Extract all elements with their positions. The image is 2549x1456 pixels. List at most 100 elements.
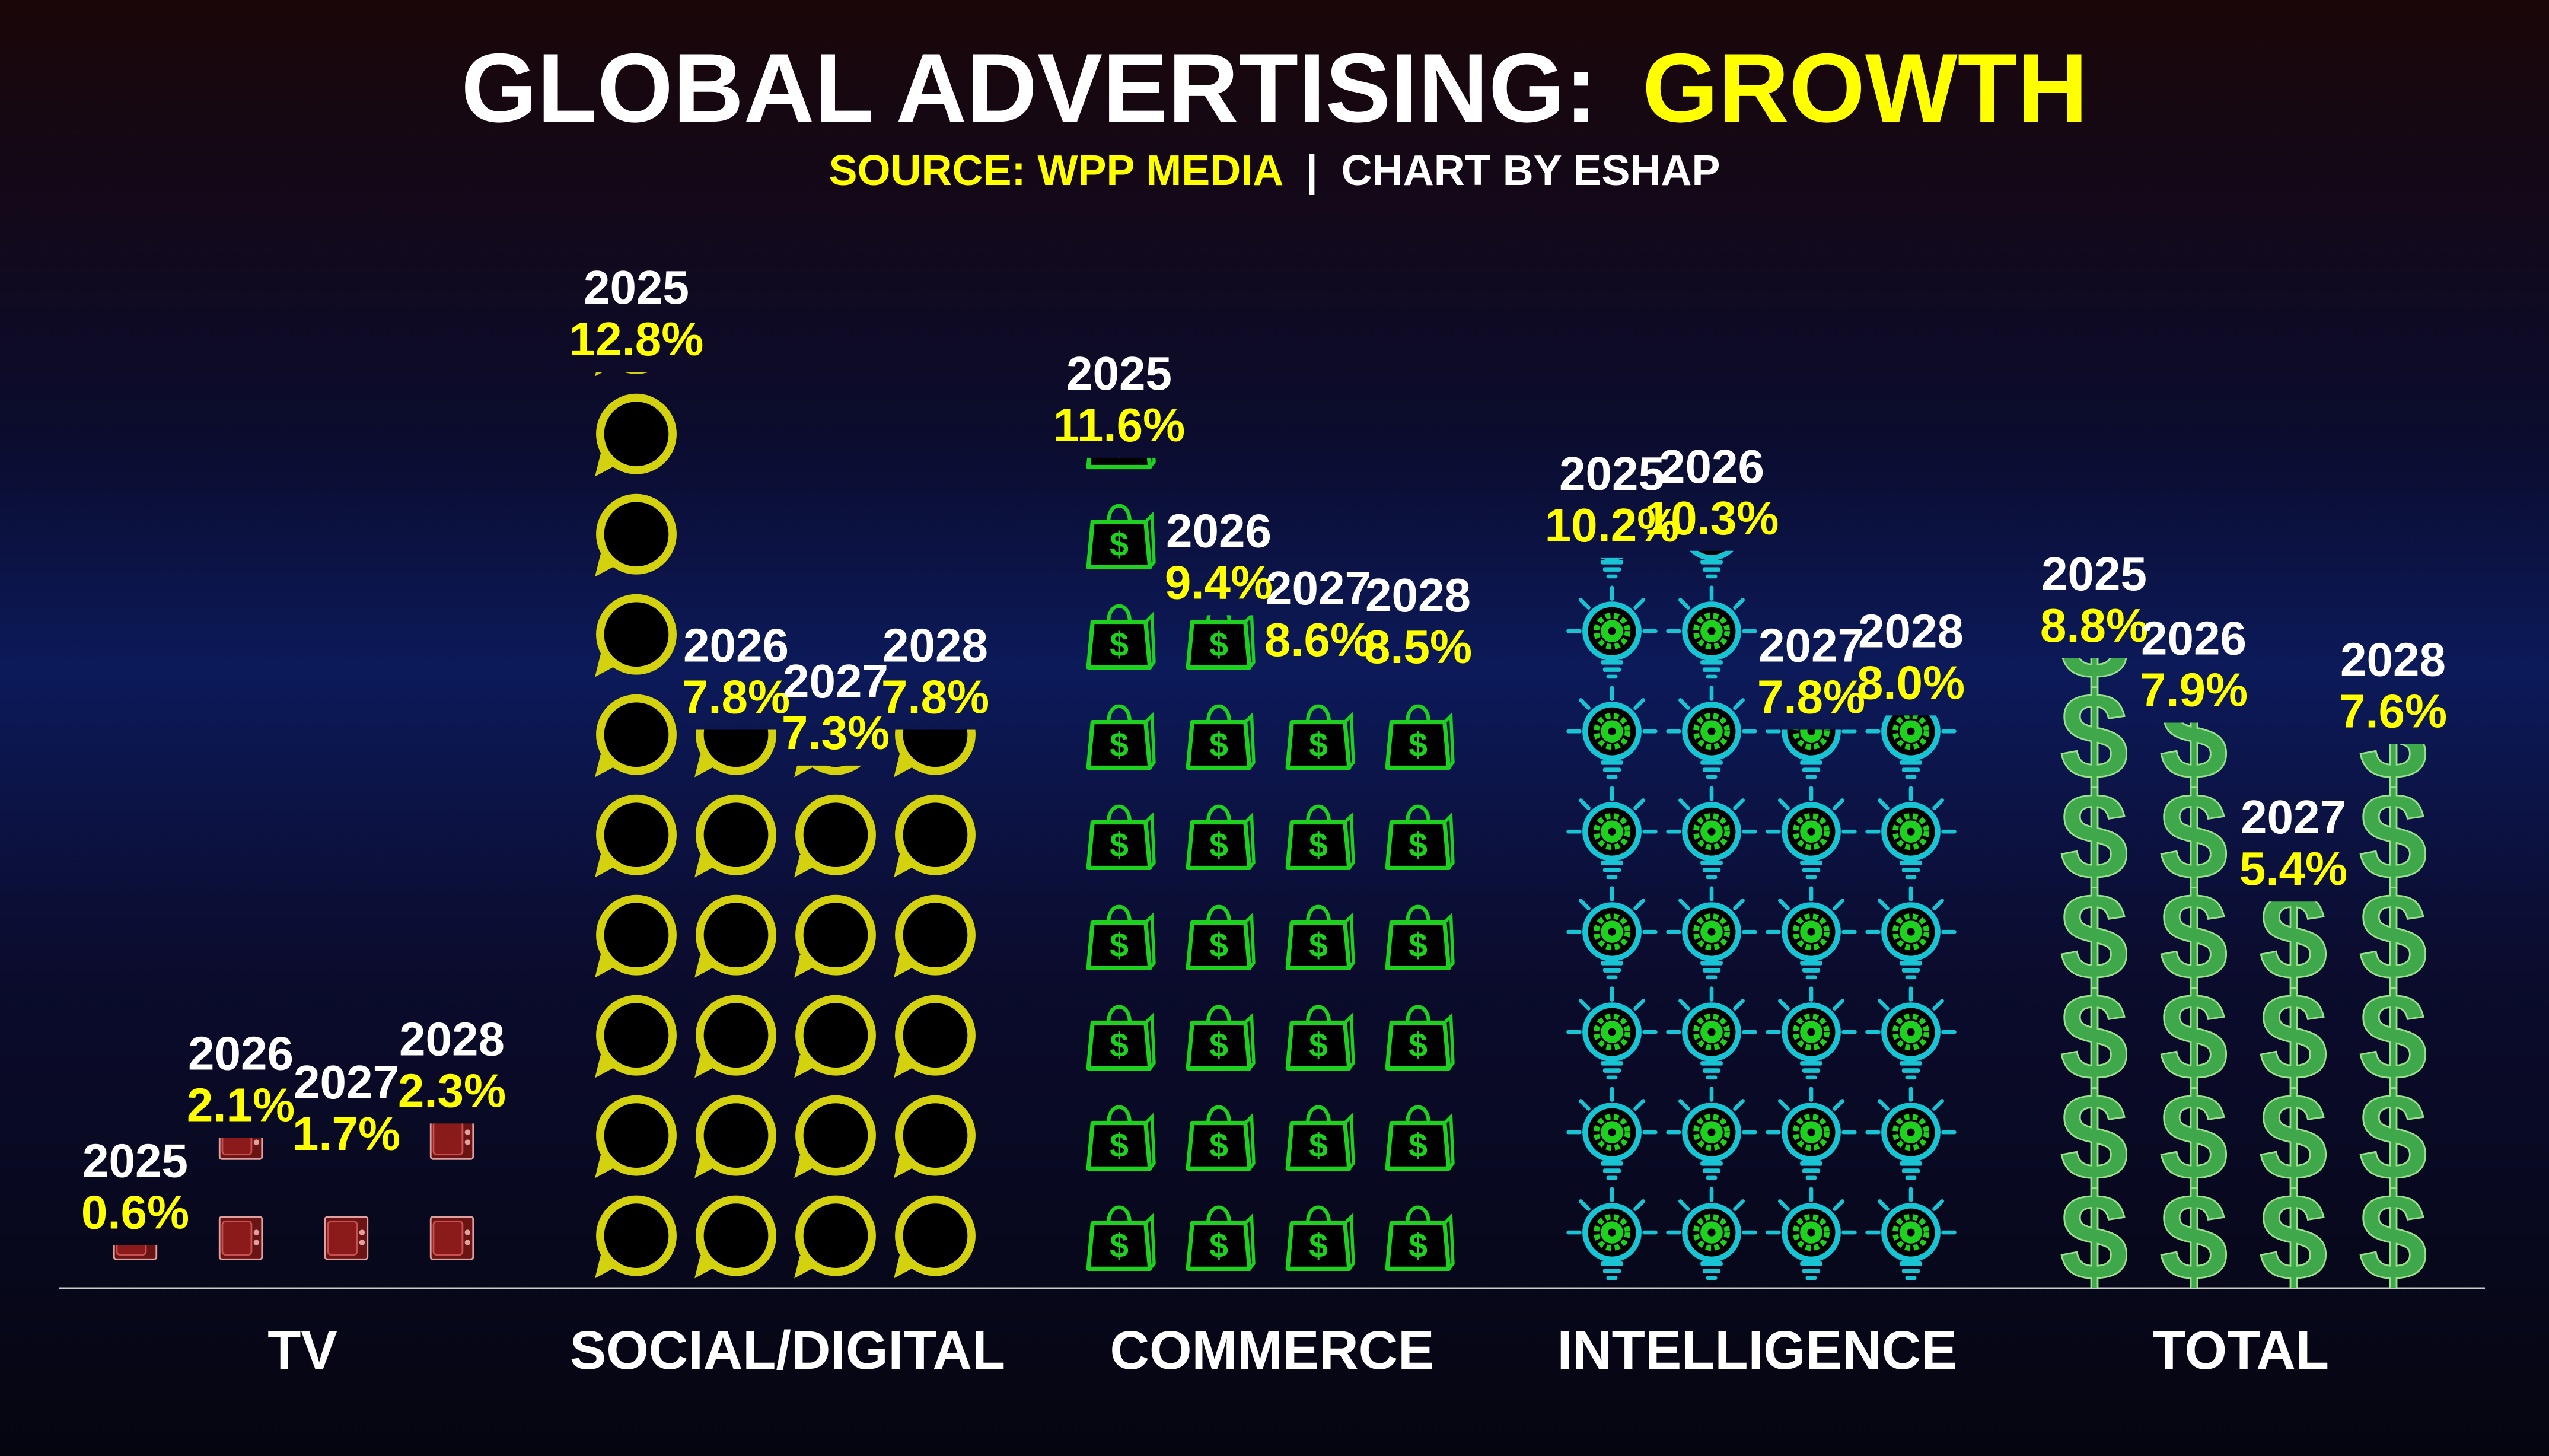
speech-bubble-icon	[794, 999, 872, 1078]
lightbulb-gear-icon	[1868, 788, 1955, 879]
year-label: 2025	[2041, 547, 2147, 600]
shopping-bag-icon	[1188, 706, 1254, 768]
shopping-bag-icon	[1188, 1208, 1254, 1269]
year-label: 2027	[2241, 791, 2346, 843]
lightbulb-gear-icon	[1768, 788, 1855, 879]
lightbulb-gear-icon	[1569, 1189, 1656, 1280]
shopping-bag-icon	[1088, 506, 1154, 568]
chart-credit: CHART BY ESHAP	[1342, 147, 1720, 195]
value-label: 8.6%	[1264, 613, 1372, 666]
value-label: 7.8%	[682, 671, 790, 724]
year-label: 2027	[1758, 619, 1864, 672]
shopping-bag-icon	[1288, 1107, 1353, 1169]
year-label: 2027	[783, 655, 888, 708]
speech-bubble-icon	[894, 999, 971, 1078]
lightbulb-gear-icon	[1868, 888, 1955, 979]
value-label: 8.0%	[1857, 656, 1965, 709]
shopping-bag-icon	[1288, 706, 1353, 768]
shopping-bag-icon	[1188, 1107, 1254, 1169]
speech-bubble-icon	[694, 1099, 772, 1178]
value-label: 2.3%	[398, 1064, 506, 1117]
speech-bubble-icon	[595, 699, 673, 778]
value-label: 7.8%	[1757, 671, 1865, 724]
value-label: 11.6%	[1053, 399, 1185, 451]
year-label: 2026	[188, 1027, 294, 1080]
lightbulb-gear-icon	[1668, 788, 1755, 879]
lightbulb-gear-icon	[1668, 1089, 1755, 1180]
shopping-bag-icon	[1288, 1208, 1353, 1269]
shopping-bag-icon	[1288, 807, 1353, 868]
svg-text:GLOBAL ADVERTISING: GROW: GLOBAL ADVERTISING: GROWTH	[461, 33, 2088, 142]
speech-bubble-icon	[694, 1199, 772, 1278]
category-label-commerce: COMMERCE	[1110, 1320, 1435, 1381]
lightbulb-gear-icon	[1569, 888, 1656, 979]
shopping-bag-icon	[1088, 807, 1154, 868]
value-label: 7.8%	[881, 671, 989, 724]
lightbulb-gear-icon	[1569, 688, 1656, 779]
year-label: 2026	[1166, 504, 1272, 557]
bars-layer	[113, 197, 2428, 1288]
year-label: 2026	[1659, 440, 1764, 493]
speech-bubble-icon	[595, 1099, 673, 1178]
speech-bubble-icon	[794, 1099, 872, 1178]
tv-icon	[325, 1017, 368, 1059]
title-highlight: GROWTH	[1642, 33, 2088, 142]
shopping-bag-icon	[1387, 1007, 1453, 1069]
value-label: 2.1%	[187, 1079, 295, 1132]
year-label: 2028	[1858, 604, 1964, 657]
speech-bubble-icon	[694, 999, 772, 1078]
year-label: 2028	[2340, 633, 2446, 686]
lightbulb-gear-icon	[1668, 1189, 1755, 1280]
speech-bubble-icon	[595, 598, 673, 677]
shopping-bag-icon	[1387, 506, 1453, 568]
shopping-bag-icon	[1288, 907, 1353, 968]
speech-bubble-icon	[794, 799, 872, 878]
year-label: 2025	[1066, 347, 1172, 400]
shopping-bag-icon	[1387, 807, 1453, 868]
value-label: 9.4%	[1165, 556, 1273, 608]
shopping-bag-icon	[1387, 1208, 1453, 1269]
year-label: 2026	[2141, 611, 2247, 664]
title-main: GLOBAL ADVERTISING:	[461, 33, 1597, 142]
lightbulb-gear-icon	[1768, 1189, 1855, 1280]
bar-commerce-2026	[1188, 506, 1254, 1269]
value-label: 5.4%	[2239, 842, 2347, 895]
value-label: 10.3%	[1645, 492, 1779, 544]
category-label-social-digital: SOCIAL/DIGITAL	[570, 1320, 1005, 1381]
labels-layer: TV20250.6%20262.1%20271.7%20282.3%SOCIAL…	[81, 261, 2447, 1381]
speech-bubble-icon	[694, 799, 772, 878]
shopping-bag-icon	[1088, 1007, 1154, 1069]
value-label: 8.8%	[2040, 599, 2148, 652]
value-label: 0.6%	[81, 1186, 189, 1239]
chart-source: SOURCE: WPP MEDIA	[829, 147, 1283, 195]
shopping-bag-icon	[1088, 706, 1154, 768]
shopping-bag-icon	[1188, 907, 1254, 968]
shopping-bag-icon	[1387, 907, 1453, 968]
speech-bubble-icon	[894, 1199, 971, 1278]
speech-bubble-icon	[595, 999, 673, 1078]
year-label: 2025	[584, 261, 689, 314]
lightbulb-gear-icon	[1768, 989, 1855, 1079]
speech-bubble-icon	[794, 899, 872, 978]
speech-bubble-icon	[694, 899, 772, 978]
speech-bubble-icon	[595, 899, 673, 978]
shopping-bag-icon	[1288, 506, 1353, 568]
lightbulb-gear-icon	[1768, 1089, 1855, 1180]
tv-icon	[218, 1216, 263, 1260]
year-label: 2025	[82, 1135, 188, 1187]
lightbulb-gear-icon	[1569, 989, 1656, 1079]
tv-icon	[429, 1123, 474, 1160]
year-label: 2028	[882, 619, 988, 672]
lightbulb-gear-icon	[1868, 1189, 1955, 1280]
lightbulb-gear-icon	[1569, 1089, 1656, 1180]
value-label: 7.3%	[782, 706, 890, 759]
chart-title: GLOBAL ADVERTISING: GROWTH SOURCE: WPP M…	[461, 33, 2088, 195]
speech-bubble-icon	[894, 799, 971, 878]
year-label: 2025	[1559, 447, 1665, 500]
shopping-bag-icon	[1387, 1107, 1453, 1169]
speech-bubble-icon	[595, 398, 673, 477]
lightbulb-gear-icon	[1569, 588, 1656, 678]
category-label-total: TOTAL	[2152, 1320, 2329, 1381]
shopping-bag-icon	[1188, 1007, 1254, 1069]
